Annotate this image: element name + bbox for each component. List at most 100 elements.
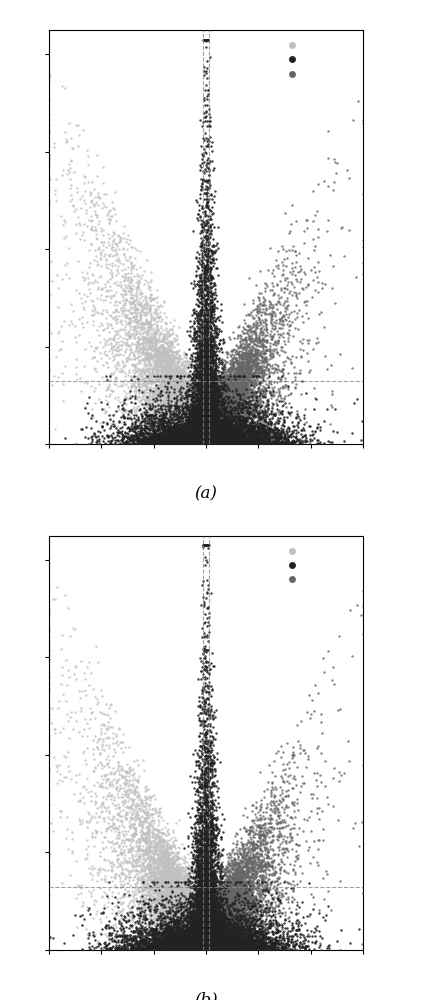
- Point: [197, 942, 204, 958]
- Point: [258, 810, 265, 826]
- Point: [177, 934, 184, 950]
- Point: [248, 914, 255, 930]
- Point: [139, 410, 146, 426]
- Point: [175, 900, 183, 916]
- Point: [181, 909, 188, 925]
- Point: [216, 914, 223, 930]
- Point: [202, 411, 210, 427]
- Point: [220, 415, 227, 431]
- Point: [218, 922, 225, 938]
- Point: [229, 912, 236, 928]
- Point: [157, 436, 164, 452]
- Point: [199, 378, 206, 394]
- Point: [195, 776, 202, 792]
- Point: [181, 396, 188, 412]
- Point: [208, 434, 215, 450]
- Point: [187, 934, 194, 950]
- Point: [194, 928, 201, 944]
- Point: [195, 420, 202, 436]
- Point: [187, 916, 194, 932]
- Point: [177, 390, 184, 406]
- Point: [308, 692, 315, 708]
- Point: [212, 920, 219, 936]
- Point: [215, 902, 222, 918]
- Point: [228, 427, 235, 443]
- Point: [192, 388, 199, 404]
- Point: [168, 897, 175, 913]
- Point: [212, 910, 219, 926]
- Point: [195, 260, 202, 276]
- Point: [217, 436, 224, 452]
- Point: [184, 422, 191, 438]
- Point: [246, 349, 253, 365]
- Point: [213, 935, 220, 951]
- Point: [169, 878, 176, 894]
- Point: [202, 590, 210, 606]
- Point: [218, 934, 225, 950]
- Point: [215, 924, 222, 940]
- Point: [176, 413, 183, 429]
- Point: [204, 922, 211, 938]
- Point: [176, 929, 183, 945]
- Point: [200, 368, 207, 384]
- Point: [184, 901, 191, 917]
- Point: [186, 404, 193, 420]
- Point: [234, 895, 241, 911]
- Point: [202, 775, 209, 791]
- Point: [181, 421, 188, 437]
- Point: [113, 934, 120, 950]
- Point: [113, 847, 120, 863]
- Point: [120, 876, 128, 892]
- Point: [205, 414, 212, 430]
- Point: [186, 341, 193, 357]
- Point: [187, 888, 194, 904]
- Point: [193, 405, 200, 421]
- Point: [194, 433, 201, 449]
- Point: [139, 870, 146, 886]
- Point: [219, 899, 226, 915]
- Point: [133, 317, 140, 333]
- Point: [153, 434, 160, 450]
- Point: [220, 409, 227, 425]
- Point: [219, 403, 226, 419]
- Point: [209, 909, 216, 925]
- Point: [208, 397, 215, 413]
- Point: [187, 922, 194, 938]
- Point: [186, 430, 193, 446]
- Point: [93, 253, 100, 269]
- Point: [255, 423, 262, 439]
- Point: [206, 686, 213, 702]
- Point: [190, 405, 198, 421]
- Point: [179, 436, 187, 452]
- Point: [219, 370, 226, 386]
- Point: [214, 881, 222, 897]
- Point: [168, 893, 175, 909]
- Point: [202, 871, 209, 887]
- Point: [233, 833, 241, 849]
- Point: [240, 409, 247, 425]
- Point: [133, 426, 140, 442]
- Point: [204, 387, 211, 403]
- Point: [201, 662, 208, 678]
- Point: [183, 942, 190, 958]
- Point: [167, 432, 175, 448]
- Point: [200, 863, 207, 879]
- Point: [199, 397, 206, 413]
- Point: [181, 414, 188, 430]
- Point: [217, 430, 224, 446]
- Point: [212, 929, 219, 945]
- Point: [204, 159, 211, 175]
- Point: [218, 831, 225, 847]
- Point: [192, 430, 199, 446]
- Point: [230, 361, 237, 377]
- Point: [197, 941, 204, 957]
- Point: [227, 430, 234, 446]
- Point: [129, 293, 136, 309]
- Point: [196, 425, 203, 441]
- Point: [261, 839, 268, 855]
- Point: [183, 910, 190, 926]
- Point: [243, 873, 250, 889]
- Point: [180, 920, 187, 936]
- Point: [179, 898, 186, 914]
- Point: [153, 426, 160, 442]
